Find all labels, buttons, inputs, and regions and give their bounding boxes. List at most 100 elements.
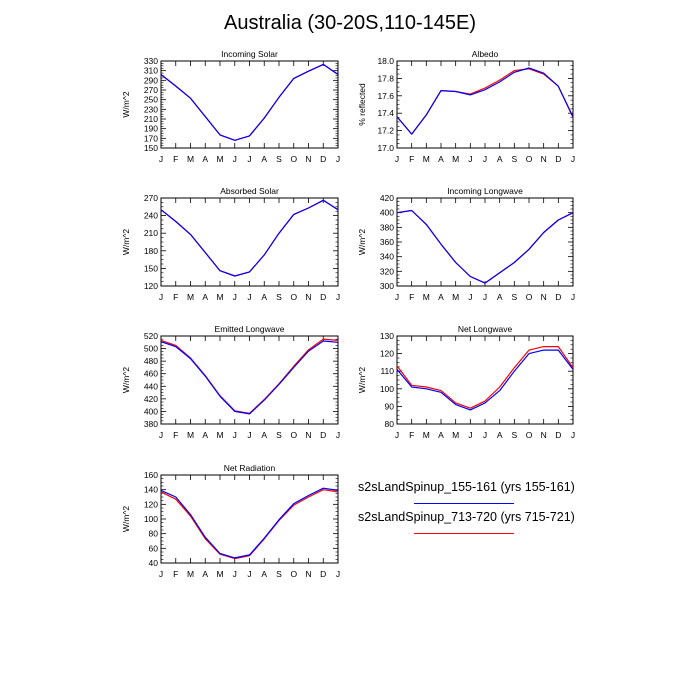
x-tick-label: J	[395, 430, 399, 440]
x-tick-label: M	[423, 430, 430, 440]
y-tick-label: 480	[144, 356, 158, 366]
series-line-red	[160, 489, 339, 560]
y-tick-label: 17.8	[377, 73, 394, 83]
series-line-red	[160, 338, 339, 414]
y-tick-label: 400	[144, 406, 158, 416]
x-tick-label: F	[173, 292, 178, 302]
x-tick-label: A	[261, 154, 267, 164]
series-line-blue	[160, 340, 339, 415]
y-axis-label: % reflected	[357, 83, 367, 126]
series-line-blue	[160, 63, 339, 141]
plot-frame	[396, 335, 574, 425]
y-tick-label: 310	[144, 66, 158, 76]
series-line-blue	[160, 487, 339, 559]
x-tick-label: J	[247, 430, 251, 440]
x-tick-label: A	[261, 292, 267, 302]
x-tick-label: J	[247, 569, 251, 579]
panel-title: Incoming Solar	[221, 49, 278, 59]
series-line-red	[160, 63, 339, 141]
y-tick-label: 400	[380, 208, 394, 218]
y-tick-label: 130	[380, 331, 394, 341]
x-tick-label: M	[216, 292, 223, 302]
legend-entry-2: s2sLandSpinup_713-720 (yrs 715-721)	[358, 510, 578, 540]
figure-title: Australia (30-20S,110-145E)	[224, 12, 476, 34]
x-tick-label: J	[233, 569, 237, 579]
x-tick-label: J	[571, 154, 575, 164]
panel-title: Net Longwave	[458, 324, 513, 334]
y-tick-label: 380	[380, 222, 394, 232]
y-tick-label: 90	[385, 401, 395, 411]
x-tick-label: J	[247, 154, 251, 164]
y-tick-label: 60	[149, 543, 159, 553]
y-tick-label: 380	[144, 419, 158, 429]
plot-frame	[160, 474, 339, 564]
x-tick-label: D	[320, 569, 326, 579]
x-tick-label: A	[202, 569, 208, 579]
y-axis-label: W/m^2	[121, 506, 131, 532]
x-tick-label: M	[423, 292, 430, 302]
x-tick-label: M	[216, 430, 223, 440]
y-tick-label: 290	[144, 75, 158, 85]
panel-title: Emitted Longwave	[215, 324, 285, 334]
x-tick-label: M	[187, 292, 194, 302]
plot-frame	[160, 60, 339, 149]
x-tick-label: M	[187, 154, 194, 164]
x-tick-label: S	[276, 430, 282, 440]
x-tick-label: F	[409, 154, 414, 164]
x-tick-label: D	[320, 292, 326, 302]
x-tick-label: O	[526, 292, 533, 302]
y-tick-label: 18.0	[377, 56, 394, 66]
x-tick-label: N	[541, 430, 547, 440]
y-tick-label: 250	[144, 95, 158, 105]
x-tick-label: S	[276, 154, 282, 164]
plot-frame	[396, 60, 574, 149]
x-tick-label: N	[305, 154, 311, 164]
x-tick-label: S	[276, 292, 282, 302]
x-tick-label: J	[336, 430, 340, 440]
y-tick-label: 270	[144, 85, 158, 95]
y-tick-label: 40	[149, 558, 159, 568]
series-line-red	[396, 346, 574, 409]
y-tick-label: 300	[380, 281, 394, 291]
x-tick-label: A	[261, 569, 267, 579]
x-tick-label: D	[320, 430, 326, 440]
y-tick-label: 340	[380, 252, 394, 262]
legend-entry-1: s2sLandSpinup_155-161 (yrs 155-161)	[358, 480, 578, 510]
y-tick-label: 520	[144, 331, 158, 341]
x-tick-label: A	[497, 292, 503, 302]
x-tick-label: N	[305, 569, 311, 579]
x-tick-label: O	[290, 154, 297, 164]
x-tick-label: J	[247, 292, 251, 302]
y-tick-label: 17.6	[377, 91, 394, 101]
x-tick-label: J	[233, 430, 237, 440]
x-tick-label: J	[571, 292, 575, 302]
legend-label-1: s2sLandSpinup_155-161 (yrs 155-161)	[358, 480, 575, 494]
x-tick-label: D	[555, 154, 561, 164]
x-tick-label: O	[526, 430, 533, 440]
y-tick-label: 150	[144, 263, 158, 273]
y-axis-label: W/m^2	[357, 229, 367, 255]
x-tick-label: M	[452, 292, 459, 302]
x-tick-label: M	[452, 154, 459, 164]
y-tick-label: 170	[144, 133, 158, 143]
x-tick-label: J	[483, 292, 487, 302]
x-tick-label: J	[571, 430, 575, 440]
y-tick-label: 320	[380, 266, 394, 276]
y-tick-label: 120	[144, 281, 158, 291]
x-tick-label: J	[483, 430, 487, 440]
series-line-red	[160, 199, 339, 277]
panel-1: Albedo % reflected 17.0 17.2 17.4 17.6 17.8 18.…	[357, 49, 575, 164]
y-tick-label: 180	[144, 246, 158, 256]
x-tick-label: M	[452, 430, 459, 440]
legend: s2sLandSpinup_155-161 (yrs 155-161) s2sL…	[358, 480, 578, 540]
y-tick-label: 160	[144, 470, 158, 480]
y-tick-label: 360	[380, 237, 394, 247]
x-tick-label: A	[438, 292, 444, 302]
y-tick-label: 210	[144, 228, 158, 238]
y-tick-label: 150	[144, 143, 158, 153]
x-tick-label: F	[409, 292, 414, 302]
x-tick-label: N	[305, 292, 311, 302]
